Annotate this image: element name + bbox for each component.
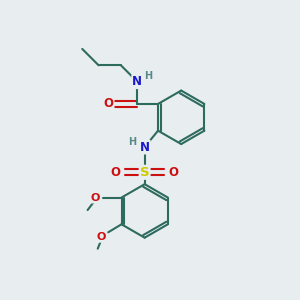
Text: H: H xyxy=(145,71,153,81)
Text: H: H xyxy=(128,137,136,147)
Text: O: O xyxy=(97,232,106,242)
Text: O: O xyxy=(110,166,121,179)
Text: S: S xyxy=(140,166,149,179)
Text: N: N xyxy=(132,75,142,88)
Text: O: O xyxy=(103,98,113,110)
Text: O: O xyxy=(90,193,99,202)
Text: O: O xyxy=(169,166,179,179)
Text: N: N xyxy=(140,140,150,154)
